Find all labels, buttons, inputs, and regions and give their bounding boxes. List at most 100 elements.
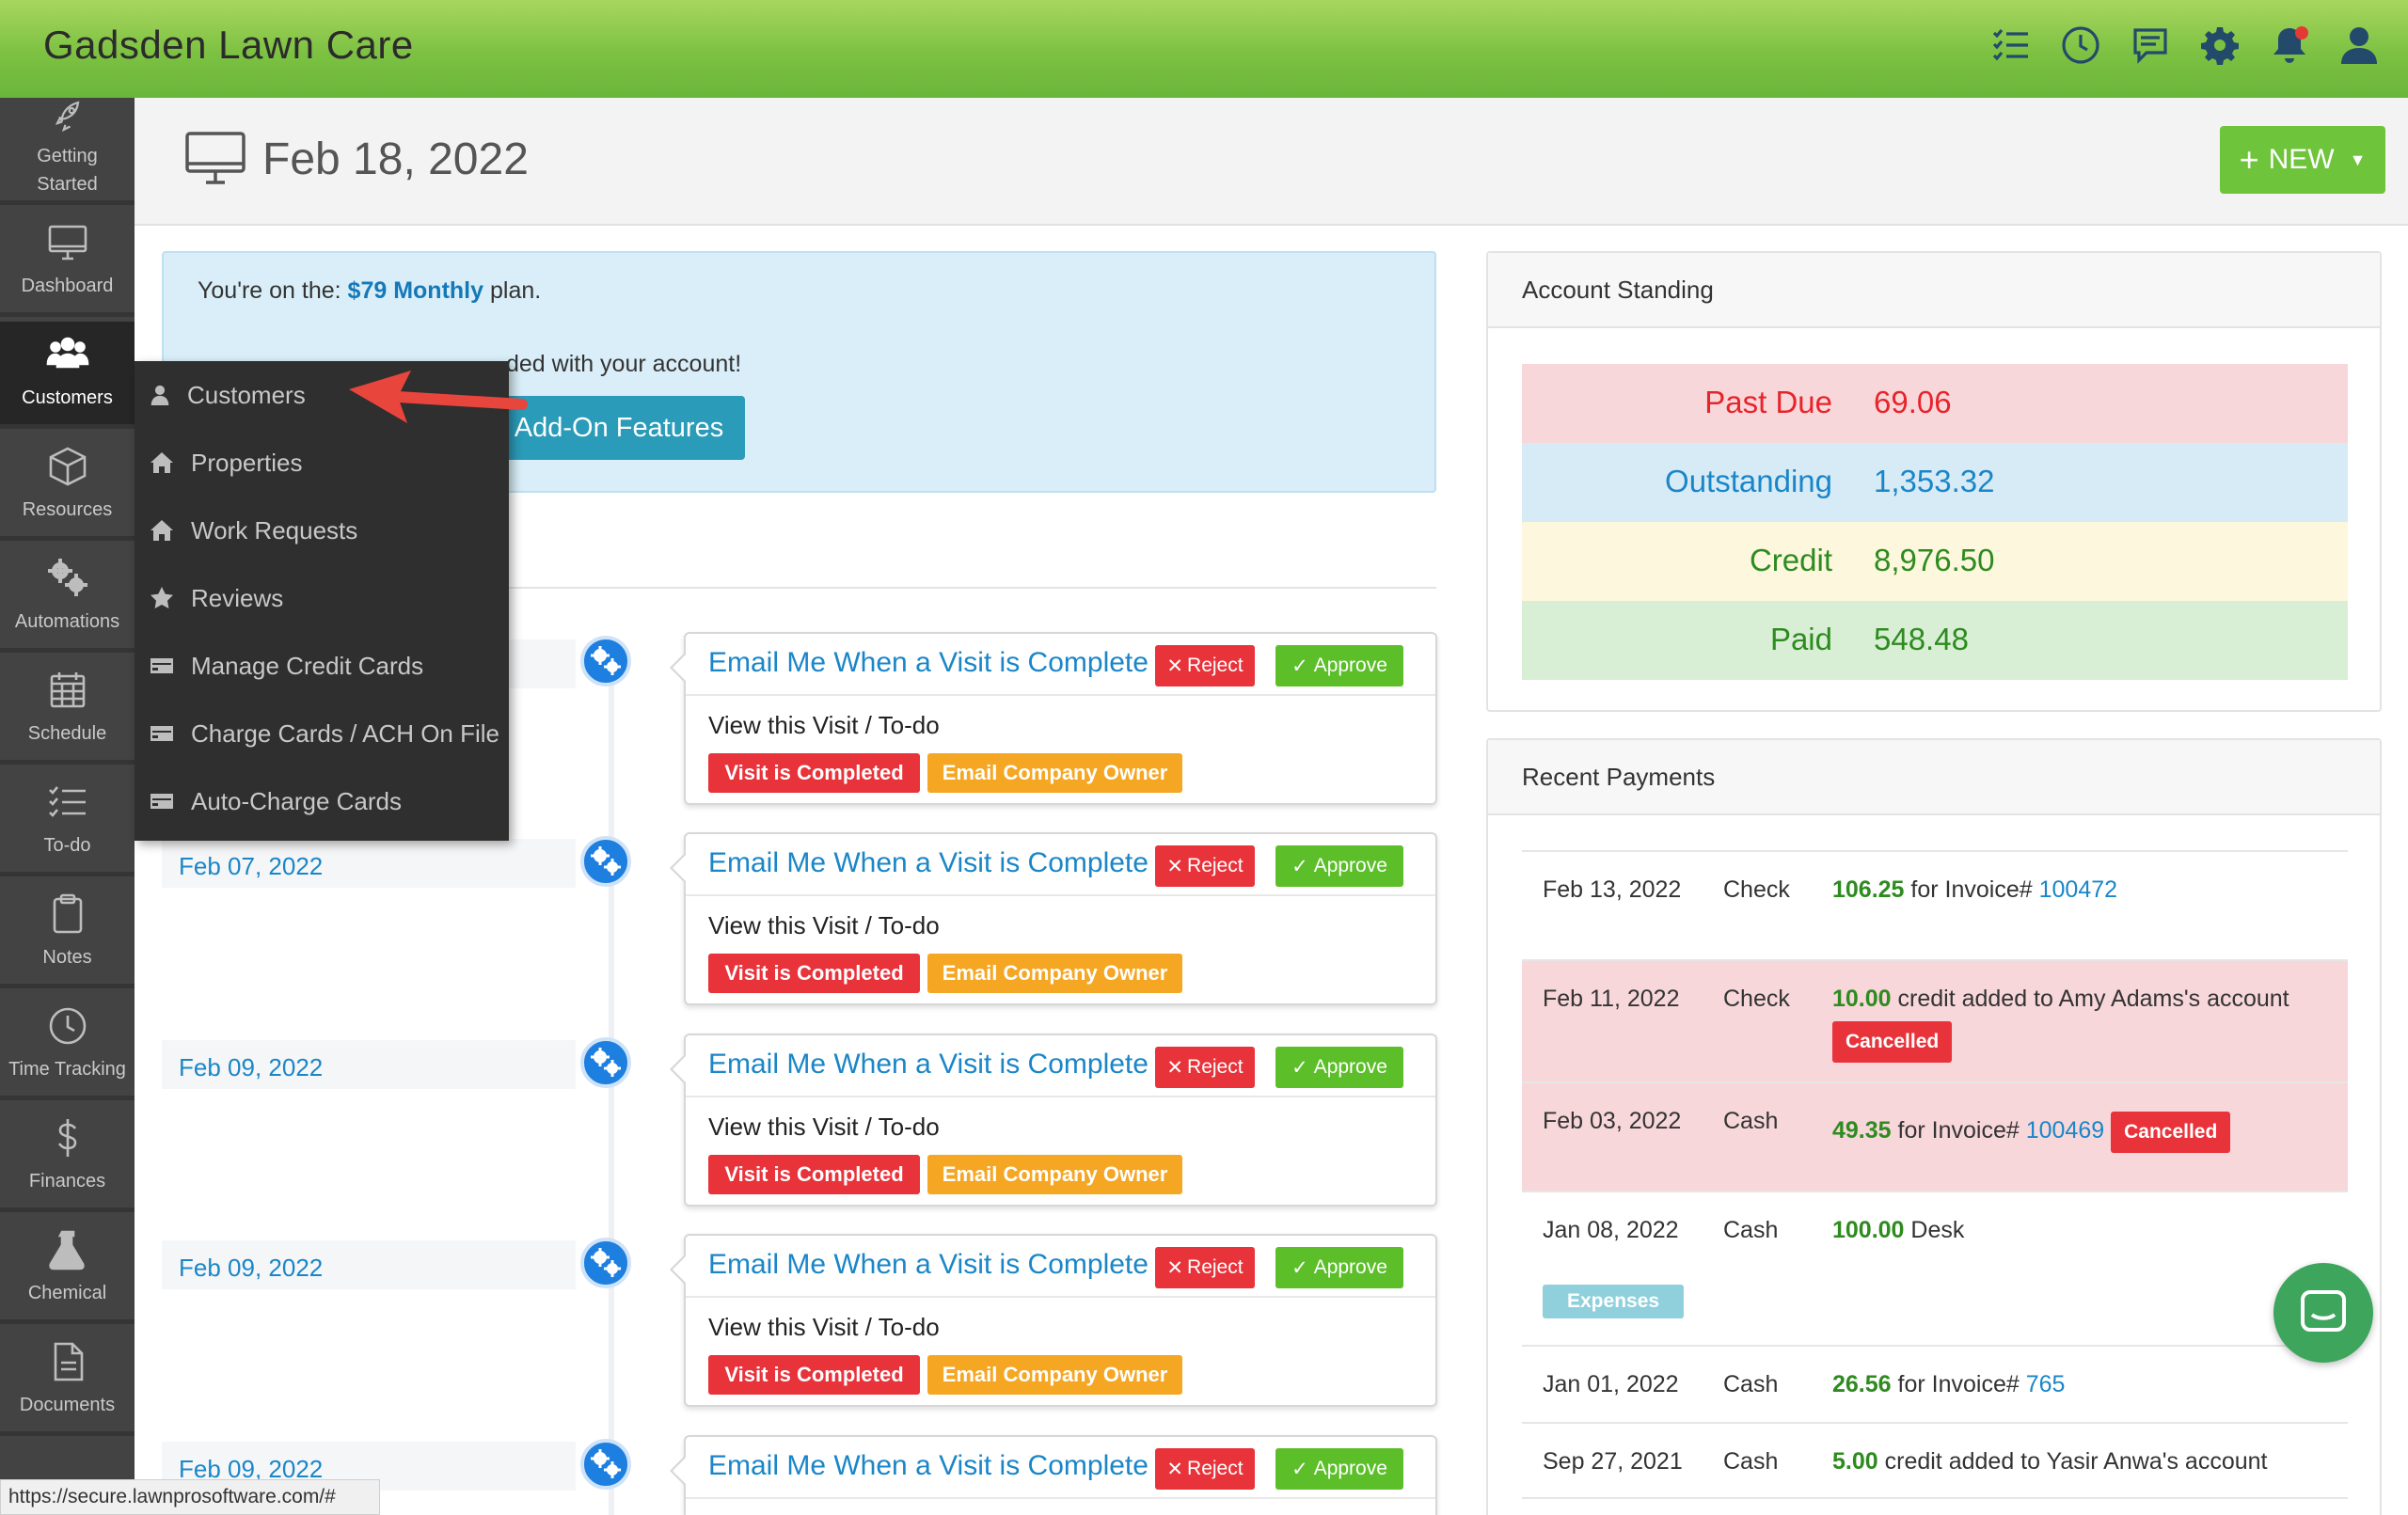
document-icon <box>54 1342 83 1381</box>
card-title[interactable]: Email Me When a Visit is Complete <box>708 1249 1149 1280</box>
sidebar-item-chemical[interactable]: Chemical <box>0 1217 135 1324</box>
sidebar-item-automations[interactable]: Automations <box>0 545 135 653</box>
sidebar-label: Getting <box>37 146 98 166</box>
clock-icon[interactable] <box>2058 23 2103 68</box>
card-title[interactable]: Email Me When a Visit is Complete <box>708 1049 1149 1080</box>
gear-icon[interactable] <box>2197 23 2242 68</box>
reject-label: Reject <box>1187 1256 1244 1278</box>
payment-row: Feb 03, 2022 Cash 49.35 for Invoice# 100… <box>1522 1081 2348 1191</box>
invoice-link[interactable]: 765 <box>2025 1371 2066 1397</box>
approve-button[interactable]: ✓ Approve <box>1275 645 1403 686</box>
paid-row[interactable]: Paid 548.48 <box>1522 601 2348 680</box>
sidebar-item-schedule[interactable]: Schedule <box>0 657 135 765</box>
menu-item-auto-charge-cards[interactable]: Auto-Charge Cards <box>150 782 402 820</box>
payment-row: Jan 08, 2022 Cash 100.00 Desk Expenses <box>1522 1191 2348 1345</box>
approve-button[interactable]: ✓ Approve <box>1275 1448 1403 1490</box>
sidebar-item-getting-started[interactable]: Getting Started <box>0 98 135 205</box>
reject-button[interactable]: ✕ Reject <box>1155 645 1255 686</box>
approve-label: Approve <box>1313 1056 1387 1078</box>
payment-description: 49.35 for Invoice# 100469 Cancelled <box>1832 1112 2231 1153</box>
card-header: Email Me When a Visit is Complete ✕ Rejec… <box>686 1437 1435 1499</box>
standing-value: 8,976.50 <box>1874 543 1995 577</box>
menu-item-charge-cards-ach[interactable]: Charge Cards / ACH On File <box>150 715 499 752</box>
approve-button[interactable]: ✓ Approve <box>1275 1247 1403 1288</box>
sidebar-item-documents[interactable]: Documents <box>0 1329 135 1436</box>
visit-completed-badge: Visit is Completed <box>708 1355 920 1395</box>
top-icons <box>1988 23 2382 68</box>
reject-button[interactable]: ✕ Reject <box>1155 845 1255 887</box>
expenses-badge: Expenses <box>1543 1285 1685 1318</box>
checklist-icon[interactable] <box>1988 23 2034 68</box>
reject-label: Reject <box>1187 1056 1244 1078</box>
menu-item-customers[interactable]: Customers <box>150 376 306 414</box>
sidebar-label: Time Tracking <box>8 1058 126 1080</box>
sidebar-item-dashboard[interactable]: Dashboard <box>0 210 135 317</box>
plus-icon: + <box>2239 140 2259 179</box>
payment-description: 106.25 for Invoice# 100472 <box>1832 873 2117 907</box>
past-due-row[interactable]: Past Due 69.06 <box>1522 364 2348 443</box>
card-title[interactable]: Email Me When a Visit is Complete <box>708 847 1149 878</box>
sidebar-item-resources[interactable]: Resources <box>0 434 135 541</box>
credit-card-icon <box>150 794 173 809</box>
check-icon: ✓ <box>1291 855 1308 877</box>
approve-button[interactable]: ✓ Approve <box>1275 1047 1403 1088</box>
payment-amount: 26.56 <box>1832 1371 1892 1397</box>
menu-item-work-requests[interactable]: Work Requests <box>150 512 357 549</box>
calendar-icon <box>50 671 85 707</box>
sidebar-label: Documents <box>19 1394 116 1415</box>
bell-icon[interactable] <box>2267 23 2312 68</box>
timeline-date: Feb 09, 2022 <box>162 1240 576 1289</box>
sidebar-item-todo[interactable]: To-do <box>0 769 135 876</box>
payment-description: 26.56 for Invoice# 765 <box>1832 1367 2065 1401</box>
caret-down-icon: ▼ <box>2349 150 2367 169</box>
reject-button[interactable]: ✕ Reject <box>1155 1047 1255 1088</box>
view-visit-link[interactable]: View this Visit / To-do <box>708 711 940 739</box>
menu-item-reviews[interactable]: Reviews <box>150 579 283 617</box>
monitor-icon <box>183 130 247 193</box>
plan-text: You're on the: $79 Monthly plan. <box>198 277 541 305</box>
sidebar-item-finances[interactable]: Finances <box>0 1105 135 1212</box>
invoice-link[interactable]: 100469 <box>2025 1117 2105 1144</box>
sidebar-item-time-tracking[interactable]: Time Tracking <box>0 993 135 1100</box>
credit-row[interactable]: Credit 8,976.50 <box>1522 522 2348 601</box>
payment-type: Check <box>1723 986 1790 1012</box>
visit-completed-badge: Visit is Completed <box>708 954 920 993</box>
view-visit-link[interactable]: View this Visit / To-do <box>708 1113 940 1141</box>
menu-item-label: Auto-Charge Cards <box>191 786 402 815</box>
check-icon: ✓ <box>1291 655 1308 677</box>
standing-value: 548.48 <box>1874 622 1969 656</box>
payment-text: for Invoice# <box>1897 1371 2020 1397</box>
chat-widget-button[interactable] <box>2273 1263 2373 1363</box>
star-icon <box>150 587 173 608</box>
view-visit-link[interactable]: View this Visit / To-do <box>708 911 940 939</box>
menu-item-label: Properties <box>191 448 303 477</box>
user-icon[interactable] <box>2337 23 2382 68</box>
payment-amount: 5.00 <box>1832 1448 1878 1475</box>
chat-icon[interactable] <box>2128 23 2173 68</box>
view-visit-link[interactable]: View this Visit / To-do <box>708 1313 940 1341</box>
payment-row: Jan 01, 2022 Cash 26.56 for Invoice# 765 <box>1522 1345 2348 1422</box>
approve-label: Approve <box>1313 1458 1387 1479</box>
sidebar-label: To-do <box>43 834 91 856</box>
payment-type: Check <box>1723 876 1790 903</box>
approve-label: Approve <box>1313 655 1387 676</box>
card-title[interactable]: Email Me When a Visit is Complete <box>708 647 1149 678</box>
x-icon: ✕ <box>1166 655 1184 677</box>
card-title[interactable]: Email Me When a Visit is Complete <box>708 1450 1149 1481</box>
new-button[interactable]: + NEW ▼ <box>2220 126 2385 194</box>
sidebar-item-notes[interactable]: Notes <box>0 881 135 988</box>
invoice-link[interactable]: 100472 <box>2038 876 2118 903</box>
reject-button[interactable]: ✕ Reject <box>1155 1247 1255 1288</box>
notification-dot <box>2295 26 2308 39</box>
approve-button[interactable]: ✓ Approve <box>1275 845 1403 887</box>
outstanding-row[interactable]: Outstanding 1,353.32 <box>1522 443 2348 522</box>
home-icon <box>150 452 173 473</box>
timeline-card: Email Me When a Visit is Complete ✕ Rejec… <box>670 1435 1437 1515</box>
sidebar-item-customers[interactable]: Customers <box>0 322 135 429</box>
add-on-features-button[interactable]: Add-On Features <box>493 396 745 460</box>
menu-item-label: Reviews <box>191 583 284 612</box>
reject-button[interactable]: ✕ Reject <box>1155 1448 1255 1490</box>
rocket-icon <box>55 101 79 133</box>
menu-item-manage-credit-cards[interactable]: Manage Credit Cards <box>150 647 423 685</box>
menu-item-properties[interactable]: Properties <box>150 444 303 481</box>
